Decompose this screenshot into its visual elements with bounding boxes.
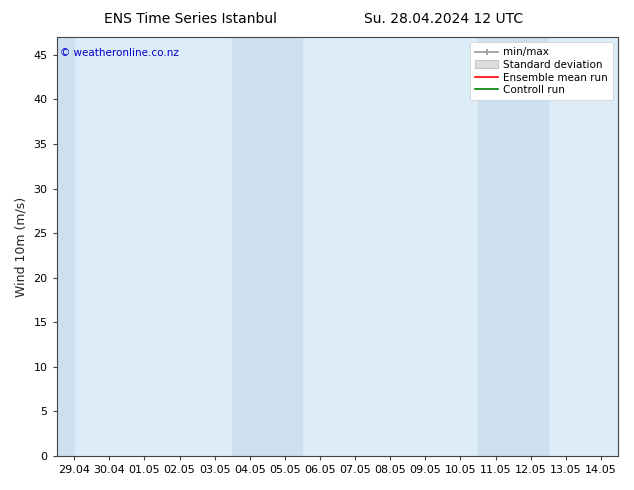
Y-axis label: Wind 10m (m/s): Wind 10m (m/s)	[15, 196, 28, 296]
Text: © weatheronline.co.nz: © weatheronline.co.nz	[60, 48, 178, 57]
Text: Su. 28.04.2024 12 UTC: Su. 28.04.2024 12 UTC	[365, 12, 523, 26]
Bar	[232, 37, 302, 456]
Legend: min/max, Standard deviation, Ensemble mean run, Controll run: min/max, Standard deviation, Ensemble me…	[470, 42, 613, 100]
Bar	[56, 37, 74, 456]
Text: ENS Time Series Istanbul: ENS Time Series Istanbul	[104, 12, 276, 26]
Bar	[478, 37, 548, 456]
